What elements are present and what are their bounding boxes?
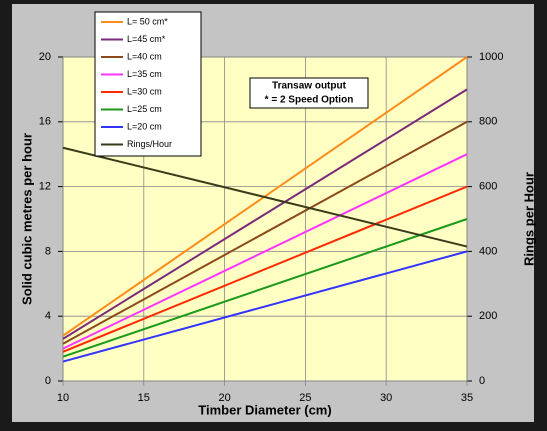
y2-tick-label: 400 <box>479 245 497 257</box>
series-line <box>62 218 468 358</box>
annotation: * = 2 Speed Option <box>265 95 354 106</box>
y2-tick-label: 800 <box>479 116 497 128</box>
x-tick-label: 10 <box>57 392 69 404</box>
series-line <box>62 250 468 363</box>
legend-box <box>94 11 202 157</box>
y2-axis-title: Rings per Hour <box>521 172 536 266</box>
legend-label: L=25 cm <box>127 104 162 114</box>
x-axis-title: Timber Diameter (cm) <box>198 402 331 417</box>
y-tick-label: 4 <box>45 310 51 322</box>
x-tick-label: 30 <box>380 392 392 404</box>
x-tick-label: 35 <box>461 392 473 404</box>
y-tick-label: 8 <box>45 245 51 257</box>
y-tick-label: 20 <box>39 51 51 63</box>
y2-tick-label: 1000 <box>479 51 503 63</box>
legend-label: L=20 cm <box>127 121 162 131</box>
legend-label: L= 50 cm* <box>127 16 168 26</box>
series-line <box>62 153 468 350</box>
y2-tick-label: 0 <box>479 375 485 387</box>
legend-label: L=40 cm <box>127 51 162 61</box>
y-axis-title: Solid cubic metres per hour <box>19 133 34 305</box>
series-line <box>62 120 468 345</box>
y-tick-label: 0 <box>45 375 51 387</box>
y-tick-label: 12 <box>39 181 51 193</box>
annotation: Transaw output <box>272 81 347 92</box>
y2-tick-label: 200 <box>479 310 497 322</box>
series-line <box>62 88 468 340</box>
x-tick-label: 20 <box>218 392 230 404</box>
series-line <box>62 146 468 248</box>
legend-label: L=35 cm <box>127 69 162 79</box>
legend-label: Rings/Hour <box>127 139 172 149</box>
x-tick-label: 25 <box>299 392 311 404</box>
series-line <box>62 185 468 353</box>
annotation-box <box>249 77 369 109</box>
legend-label: L=45 cm* <box>127 34 166 44</box>
y2-tick-label: 600 <box>479 181 497 193</box>
legend-label: L=30 cm <box>127 86 162 96</box>
x-tick-label: 15 <box>138 392 150 404</box>
y-tick-label: 16 <box>39 116 51 128</box>
